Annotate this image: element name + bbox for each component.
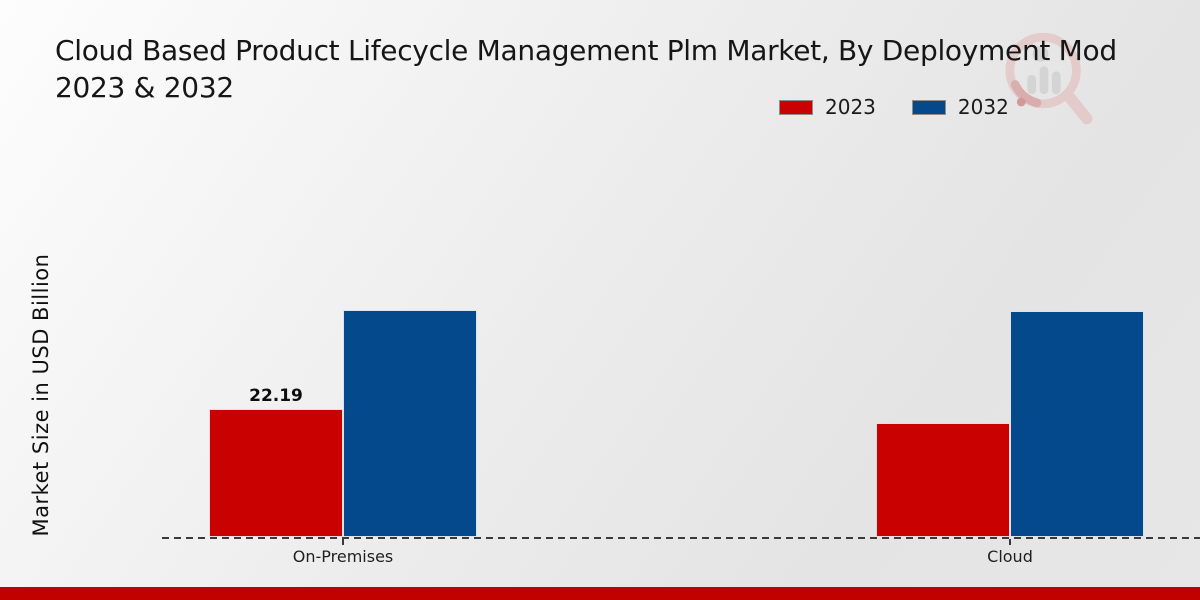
y-axis-label: Market Size in USD Billion — [29, 253, 53, 537]
bar-2032-on-premises — [343, 310, 477, 537]
legend-label-2032: 2032 — [957, 95, 1009, 119]
chart-title-line2: 2023 & 2032 — [55, 71, 234, 104]
legend-item-2023: 2023 — [779, 95, 876, 119]
x-axis-tick-cloud — [1009, 539, 1011, 545]
bar-value-label: 22.19 — [249, 386, 303, 406]
category-label-on-premises: On-Premises — [292, 547, 394, 566]
bar-2032-cloud — [1010, 311, 1144, 537]
chart-title: Cloud Based Product Lifecycle Management… — [55, 32, 1200, 106]
bar-2023-cloud — [876, 423, 1010, 537]
chart-title-line1: Cloud Based Product Lifecycle Management… — [55, 34, 1117, 67]
x-axis-tick-on-premises — [342, 539, 344, 545]
legend-swatch-2032 — [911, 99, 946, 115]
category-label-cloud: Cloud — [987, 547, 1033, 566]
legend: 2023 2032 — [779, 95, 1009, 119]
magnifier-bar-chart-icon — [1005, 32, 1093, 125]
legend-item-2032: 2032 — [911, 95, 1009, 119]
legend-swatch-2023 — [779, 99, 813, 115]
brand-watermark-logo — [995, 25, 1100, 134]
legend-label-2023: 2023 — [825, 95, 876, 119]
x-axis-line — [162, 537, 1200, 539]
bar-2023-on-premises — [209, 409, 343, 537]
bottom-accent-bar — [0, 587, 1200, 600]
